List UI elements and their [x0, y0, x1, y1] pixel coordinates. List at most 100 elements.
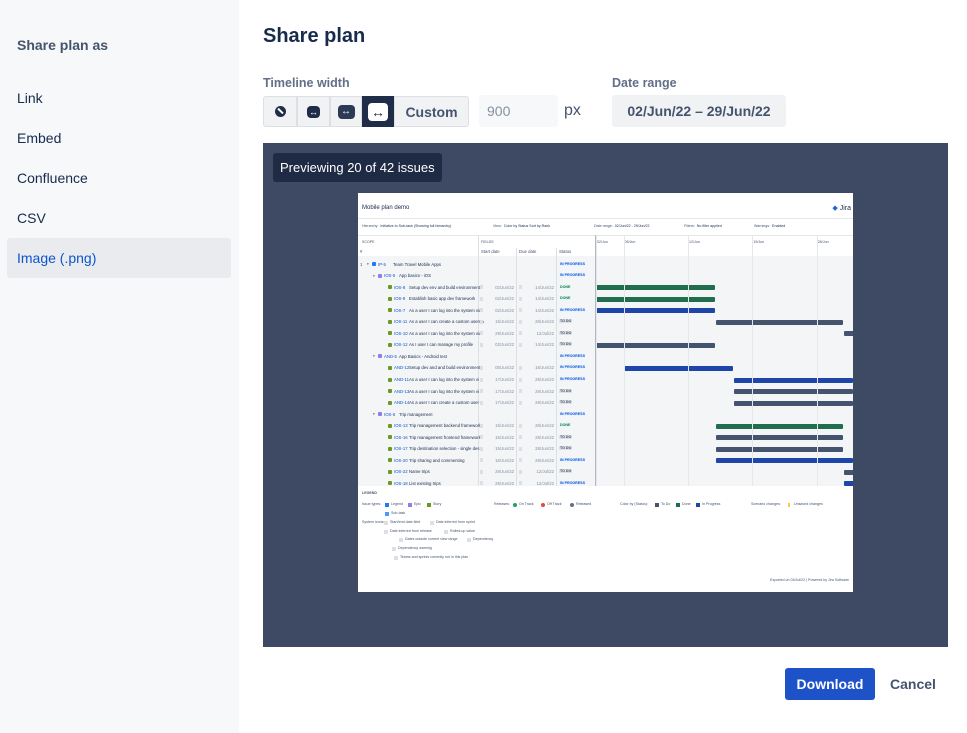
info-label: View:: [493, 224, 502, 228]
status-lozenge: TO DO: [559, 319, 573, 324]
start-date: 02/Jun/22: [495, 342, 514, 348]
info-value: Initiative to Sub-task (Showing full hie…: [380, 224, 452, 228]
issue-type-legend: Legend: [391, 502, 403, 506]
due-date-header: Due date: [519, 249, 537, 254]
status-lozenge: IN PROGRESS: [559, 480, 586, 485]
expand-chevron-icon: ▾: [373, 412, 375, 417]
table-row: IOS-7 As a user I can log into the system…: [358, 305, 853, 316]
table-row: IOS-22 Name trips 29/Jun/22 12/Jul/22 TO DO: [358, 467, 853, 478]
issue-type-story-icon: [388, 469, 392, 474]
system-icon: [394, 555, 398, 560]
due-date: 28/Jun/22: [535, 446, 554, 452]
table-row: IOS-10 As a user I can log into the syste…: [358, 328, 853, 339]
color-swatch: [676, 502, 680, 507]
issue-type-story-icon: [388, 365, 392, 370]
issue-summary: Trip sharing and commenting: [409, 457, 465, 463]
width-custom-button[interactable]: Custom: [394, 96, 469, 127]
timeline-bar: [715, 435, 844, 441]
start-date-header: Start date: [481, 249, 500, 254]
table-row: 1 ▾ IP-5 Team Travel Mobile Apps IN PROGRESS: [358, 259, 853, 270]
info-4: Warnings: Enabled: [754, 224, 785, 228]
date-field-icon: [480, 319, 483, 324]
sidebar-item-embed[interactable]: Embed: [17, 130, 62, 146]
timeline-gridline: [816, 235, 818, 486]
width-medium-button[interactable]: ↔: [330, 96, 362, 127]
due-date: 12/Jul/22: [536, 330, 554, 336]
date-field-icon: [480, 365, 483, 370]
status-header: Status: [559, 249, 572, 254]
issue-summary: List existing trips: [409, 480, 441, 486]
table-row: IOS-13 Trip management backend framework 1…: [358, 421, 853, 432]
status-lozenge: IN PROGRESS: [559, 377, 586, 381]
date-field-icon: [519, 308, 522, 313]
status-lozenge: IN PROGRESS: [559, 261, 586, 266]
date-field-icon: [480, 377, 483, 382]
table-row: ▾ IOS-5 App basics - iOS IN PROGRESS: [358, 271, 853, 282]
start-date: 05/Jun/22: [495, 365, 514, 371]
sidebar-item-csv[interactable]: CSV: [17, 210, 46, 226]
table-row: IOS-8 Setup dev env and build environment…: [358, 282, 853, 293]
issue-summary: As a user I can log into the system vi: [409, 377, 479, 382]
issue-summary: As I user I can manage my profile: [409, 342, 474, 348]
date-field-icon: [519, 423, 522, 428]
date-field-icon: [519, 342, 522, 347]
issue-key: IOS-8: [394, 284, 406, 290]
start-date: 02/Jun/22: [495, 296, 514, 302]
width-narrow-button[interactable]: ↔: [297, 96, 330, 127]
issue-type-story-icon: [388, 458, 392, 463]
issue-key: AND-13: [394, 388, 410, 394]
date-field-icon: [519, 446, 522, 451]
issue-summary: Trip management frontend framework: [409, 434, 481, 440]
issue-key: IOS-9: [394, 296, 406, 302]
system-icon-legend: Start/end date field: [390, 520, 421, 524]
plan-title: Mobile plan demo: [362, 205, 410, 211]
system-icon-legend: Dates outside current view range: [405, 537, 458, 541]
date-field-icon: [480, 458, 483, 463]
download-button[interactable]: Download: [785, 668, 875, 700]
status-lozenge: DONE: [559, 284, 572, 289]
timeline-bar: [623, 365, 733, 371]
info-value: No filter applied: [696, 224, 722, 228]
issue-type-legend-icon: [372, 262, 376, 266]
table-row: AND-14 As a user I can create a custom us…: [358, 398, 853, 409]
timeline-tick: 05/Jun: [624, 240, 636, 244]
info-label: Hierarchy:: [362, 224, 379, 228]
status-lozenge: TO DO: [559, 469, 573, 474]
release-icon: [570, 502, 574, 507]
timeline-bar: [715, 423, 844, 429]
table-row: AND-12 Setup dev and and build environmen…: [358, 363, 853, 374]
sidebar-item-image-png[interactable]: Image (.png): [7, 238, 231, 278]
timeline-bar: [844, 469, 853, 475]
preview-area: Previewing 20 of 42 issues Mobile plan d…: [263, 143, 948, 647]
due-date: 16/Jun/22: [535, 365, 554, 371]
custom-width-input[interactable]: [479, 95, 558, 127]
timeline-bar: [844, 331, 853, 337]
issue-key: IOS-6: [384, 411, 396, 417]
issue-summary: Setup dev env and build environment: [409, 284, 480, 290]
status-lozenge: DONE: [559, 423, 572, 428]
date-range-selector[interactable]: 02/Jun/22 – 29/Jun/22: [612, 95, 786, 127]
width-compact-button[interactable]: [263, 96, 297, 127]
start-date: 29/Jun/22: [495, 469, 514, 475]
issue-type-story-icon: [388, 296, 392, 301]
sidebar-title: Share plan as: [17, 37, 109, 53]
due-date: 29/Jun/22: [535, 400, 554, 406]
system-icon-legend: Rolled-up value: [450, 529, 475, 533]
sidebar-item-confluence[interactable]: Confluence: [17, 170, 88, 186]
info-value: Enabled: [772, 224, 786, 228]
share-sidebar: Share plan as Link Embed Confluence CSV …: [0, 0, 239, 733]
due-date: 14/Jun/22: [535, 307, 554, 313]
issue-type-story-icon: [388, 342, 392, 347]
issue-key: IOS-18: [394, 480, 408, 486]
color-by-label: Color by (Status):: [620, 502, 648, 506]
start-date: 17/Jun/22: [495, 377, 514, 382]
sidebar-item-link[interactable]: Link: [17, 90, 43, 106]
timeline-tick: 19/Jun: [753, 240, 765, 244]
width-wide-button[interactable]: ↔: [362, 96, 394, 127]
color-legend: To Do: [661, 502, 671, 506]
timeline-width-label: Timeline width: [263, 76, 350, 90]
due-date: 28/Jun/22: [535, 319, 554, 325]
cancel-button[interactable]: Cancel: [877, 668, 949, 700]
status-lozenge: TO DO: [559, 330, 573, 335]
due-date: 28/Jun/22: [535, 434, 554, 440]
